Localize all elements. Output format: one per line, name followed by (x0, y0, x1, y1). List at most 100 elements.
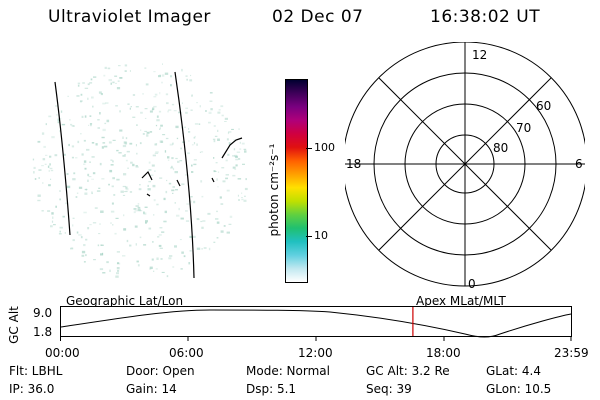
speckle (243, 148, 247, 150)
speckle (210, 108, 213, 111)
speckle (188, 140, 190, 142)
speckle (196, 102, 198, 104)
speckle (91, 192, 93, 195)
speckle (97, 119, 100, 121)
speckle (107, 67, 111, 70)
speckle (148, 227, 152, 230)
speckle (169, 255, 173, 257)
speckle (92, 172, 96, 175)
geographic-image-panel[interactable] (22, 60, 252, 285)
speckle (91, 156, 95, 158)
speckle (106, 119, 110, 123)
speckle (85, 238, 88, 241)
speckle (242, 163, 245, 165)
speckle (187, 152, 190, 155)
speckle (238, 158, 241, 160)
speckle (163, 220, 167, 223)
speckle (124, 64, 128, 67)
speckle (228, 131, 232, 133)
speckle (233, 148, 236, 151)
speckle (116, 251, 120, 253)
speckle (120, 190, 124, 193)
polar-mlt-plot[interactable]: 12 0 18 6 60 70 80 (345, 42, 585, 290)
speckle (152, 154, 156, 157)
speckle (55, 105, 59, 107)
speckle (34, 178, 37, 180)
speckle (137, 206, 141, 209)
timeline-y-max: 9.0 (33, 306, 53, 320)
speckle (217, 186, 219, 188)
speckle (51, 220, 54, 223)
speckle (59, 230, 61, 233)
coastline-segment (221, 137, 243, 159)
speckle (43, 145, 46, 148)
mlt-label-0: 0 (468, 277, 476, 290)
speckle (158, 110, 162, 113)
speckle (50, 225, 53, 228)
speckle (152, 241, 154, 243)
speckle (80, 93, 83, 96)
coastline-segment (211, 177, 215, 183)
speckle (93, 76, 97, 78)
speckle (176, 137, 179, 140)
speckle (83, 139, 86, 142)
speckle (142, 133, 145, 135)
speckle (170, 84, 172, 87)
speckle (189, 250, 192, 252)
speckle (135, 165, 138, 167)
speckle (189, 235, 192, 238)
speckle (76, 231, 79, 234)
speckle (237, 178, 242, 180)
speckle (183, 255, 186, 258)
speckle (191, 171, 194, 173)
speckle (127, 103, 130, 105)
speckle (73, 172, 76, 175)
speckle (225, 174, 229, 176)
speckle (178, 111, 182, 114)
speckle (185, 75, 188, 77)
speckle (179, 239, 182, 241)
speckle (51, 212, 54, 215)
speckle (102, 272, 106, 274)
speckle (59, 190, 61, 192)
info-ip: IP: 36.0 (9, 382, 55, 396)
speckle (91, 191, 93, 194)
speckle (56, 114, 58, 116)
speckle (154, 143, 157, 146)
speckle (148, 161, 151, 164)
speckle (139, 142, 142, 145)
speckle (190, 109, 193, 111)
speckle (238, 199, 240, 201)
speckle (119, 77, 123, 79)
speckle (135, 106, 139, 108)
speckle (172, 186, 175, 188)
speckle (201, 195, 204, 198)
altitude-timeline-plot[interactable] (60, 306, 572, 342)
speckle (188, 131, 191, 133)
speckle (193, 159, 197, 161)
speckle (101, 178, 105, 180)
speckle (216, 237, 219, 239)
speckle (165, 137, 169, 140)
speckle (174, 202, 176, 204)
speckle (227, 132, 230, 135)
speckle (136, 124, 138, 126)
speckle (166, 179, 168, 182)
speckle (77, 84, 80, 87)
speckle (108, 79, 112, 82)
lat-label-80: 80 (493, 141, 508, 155)
speckle (216, 221, 220, 224)
speckle (217, 138, 220, 141)
speckle (164, 210, 167, 214)
speckle (207, 212, 211, 215)
speckle (116, 178, 120, 181)
speckle (191, 164, 193, 167)
colorbar-tickmark-10 (306, 236, 312, 237)
speckle (174, 245, 177, 248)
speckle (104, 122, 107, 125)
speckle (112, 177, 115, 180)
speckle (122, 154, 126, 157)
speckle (193, 136, 196, 139)
coastline-segment (146, 193, 151, 197)
speckle (129, 70, 131, 72)
